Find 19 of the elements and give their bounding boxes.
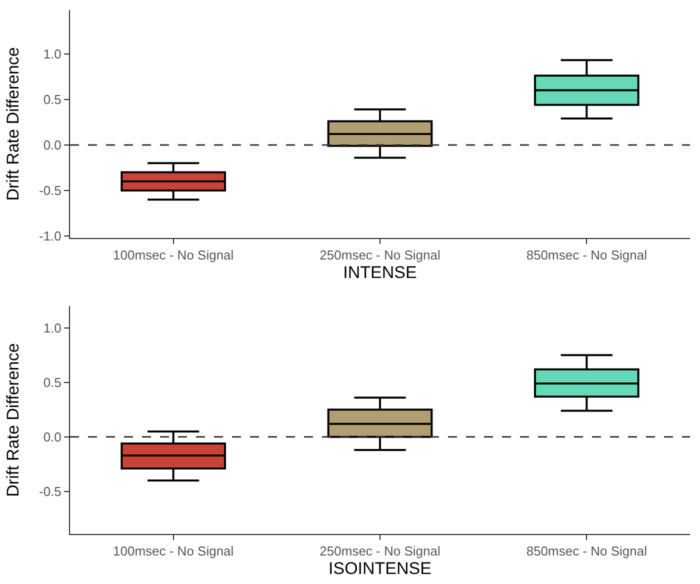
y-axis-title: Drift Rate Difference [4, 343, 23, 497]
x-tick-label: 100msec - No Signal [112, 544, 234, 559]
y-tick-label: -1.0 [38, 228, 62, 244]
x-axis-title: INTENSE [343, 262, 417, 282]
y-tick-label: 0.5 [43, 92, 62, 107]
y-tick-label: -0.5 [38, 183, 62, 198]
y-tick-label: 1.0 [43, 46, 62, 62]
y-tick-label: 0.5 [43, 374, 62, 390]
x-tick-label: 850msec - No Signal [526, 544, 648, 559]
y-axis-title: Drift Rate Difference [4, 47, 23, 201]
y-tick-label: -0.5 [38, 484, 62, 500]
y-tick-label: 1.0 [43, 320, 62, 336]
x-axis-title: ISOINTENSE [328, 559, 432, 578]
y-tick-label: 0.0 [43, 429, 62, 444]
x-tick-label: 250msec - No Signal [320, 544, 440, 559]
x-tick-label: 850msec - No Signal [526, 248, 648, 263]
y-tick-label: 0.0 [43, 137, 62, 152]
x-tick-label: 100msec - No Signal [112, 248, 234, 263]
x-tick-label: 250msec - No Signal [320, 248, 440, 263]
